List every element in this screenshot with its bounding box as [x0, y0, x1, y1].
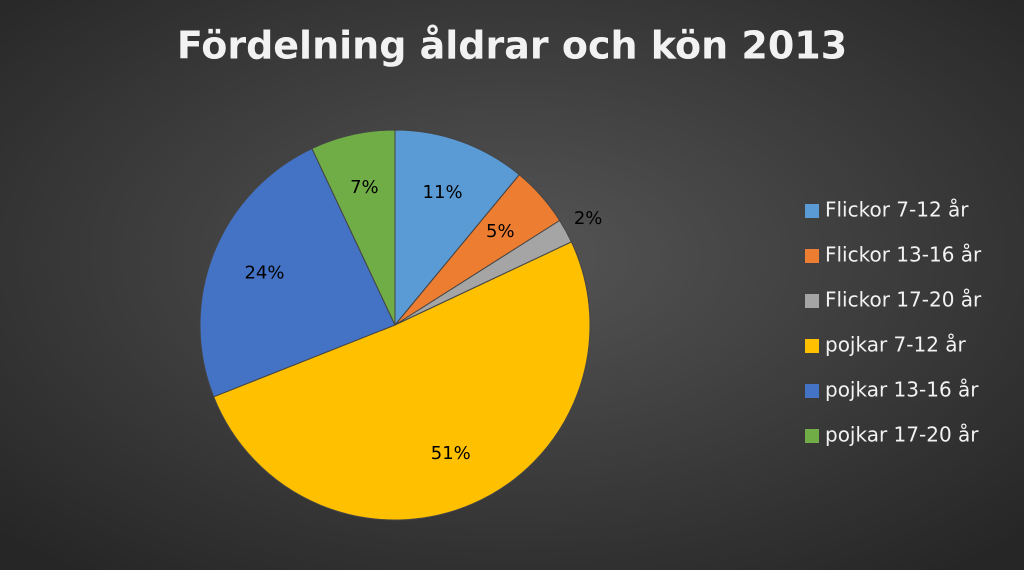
legend-label: Flickor 13-16 år — [825, 243, 982, 267]
legend-label: Flickor 7-12 år — [825, 198, 969, 222]
pie-slice — [394, 129, 521, 327]
pie-slice — [311, 129, 396, 326]
legend-swatch — [805, 339, 819, 353]
legend-label: pojkar 17-20 år — [825, 423, 979, 447]
data-label: 2% — [574, 208, 603, 229]
data-label: 5% — [486, 221, 515, 242]
data-label: 7% — [350, 177, 379, 198]
legend-swatch — [805, 429, 819, 443]
legend-label: pojkar 13-16 år — [825, 378, 979, 402]
legend-swatch — [805, 204, 819, 218]
data-label: 51% — [431, 443, 471, 464]
legend-swatch — [805, 384, 819, 398]
legend-swatch — [805, 249, 819, 263]
legend-label: Flickor 17-20 år — [825, 288, 982, 312]
data-label: 24% — [244, 262, 284, 283]
pie-slice — [213, 241, 591, 521]
legend-swatch — [805, 294, 819, 308]
pie-slice — [199, 147, 396, 398]
data-label: 11% — [423, 182, 463, 203]
legend-label: pojkar 7-12 år — [825, 333, 967, 357]
chart-title: Fördelning åldrar och kön 2013 — [177, 24, 847, 68]
